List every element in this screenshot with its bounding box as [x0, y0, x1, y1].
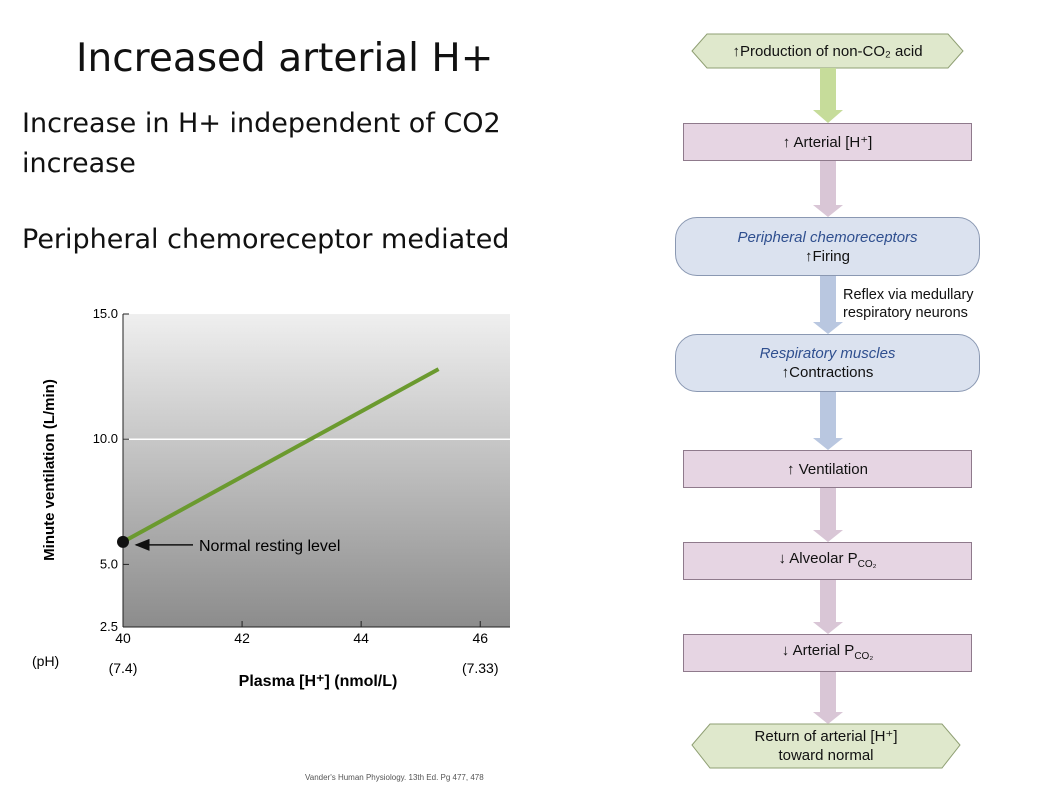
flow-return-normal: Return of arterial [H⁺] toward normal — [692, 724, 960, 768]
flow-arterial-pco2-label: ↓ Arterial PCO₂ — [782, 641, 873, 666]
slide-title: Increased arterial H+ — [76, 36, 494, 81]
arrow-3 — [813, 276, 843, 334]
flow-production-acid-label: ↑Production of non-CO₂ acid — [732, 42, 923, 60]
ph-tick-label: (7.33) — [462, 660, 499, 676]
flow-ventilation-label: ↑ Ventilation — [787, 460, 868, 478]
x-tick-label: 42 — [234, 630, 250, 646]
flow-chemoreceptors-title: Peripheral chemoreceptors — [737, 228, 918, 246]
arrow-5 — [813, 488, 843, 542]
y-tick-label: 2.5 — [100, 619, 118, 634]
flow-arterial-h-label: ↑ Arterial [H⁺] — [782, 133, 873, 151]
flow-alveolar-pco2: ↓ Alveolar PCO₂ — [683, 542, 972, 580]
side-note-reflex: Reflex via medullary respiratory neurons — [843, 286, 974, 322]
y-tick-label: 10.0 — [93, 431, 118, 446]
ph-tick-label: (7.4) — [109, 660, 138, 676]
flow-arterial-h: ↑ Arterial [H⁺] — [683, 123, 972, 161]
flow-chemoreceptors-sub: ↑Firing — [804, 247, 850, 265]
flow-return-line-1: Return of arterial [H⁺] — [754, 728, 898, 745]
arrow-4 — [813, 392, 843, 450]
plot-area — [123, 314, 510, 627]
flowchart-arrows — [691, 33, 964, 769]
flow-arterial-text: ↓ Arterial P — [781, 641, 855, 659]
ventilation-line — [122, 367, 440, 544]
bullet-chemoreceptor-mediated: Peripheral chemoreceptor mediated — [22, 224, 510, 255]
flow-alveolar-pco2-label: ↓ Alveolar PCO₂ — [778, 549, 876, 574]
x-axis-label: Plasma [H⁺] (nmol/L) — [239, 673, 398, 690]
flow-arterial-sub: CO₂ — [854, 650, 874, 662]
arrow-2 — [813, 161, 843, 217]
annotation-label: Normal resting level — [199, 538, 340, 555]
bullet-independent-co2: Increase in H+ independent of CO2 increa… — [22, 108, 501, 179]
flow-muscles-title: Respiratory muscles — [759, 345, 896, 362]
flow-muscles-sub: ↑Contractions — [781, 364, 874, 381]
flow-alveolar-sub: CO₂ — [857, 558, 877, 570]
x-tick-label: 44 — [353, 630, 369, 646]
arrow-7 — [813, 672, 843, 724]
flow-ventilation: ↑ Ventilation — [683, 450, 972, 488]
ph-label: (pH) — [32, 653, 59, 669]
flow-production-acid: ↑Production of non-CO₂ acid — [692, 34, 963, 68]
flow-alveolar-text: ↓ Alveolar P — [778, 549, 858, 567]
arrow-6 — [813, 580, 843, 634]
resting-level-point — [117, 535, 129, 548]
hex-box-return — [691, 723, 961, 769]
flow-arterial-pco2: ↓ Arterial PCO₂ — [683, 634, 972, 672]
flow-return-line-2: toward normal — [778, 747, 874, 764]
flow-respiratory-muscles: Respiratory muscles ↑Contractions — [675, 334, 980, 392]
side-note-line-1: Reflex via medullary — [843, 287, 974, 303]
x-tick-label: 40 — [115, 630, 131, 646]
hex-box-production — [691, 33, 964, 69]
flowchart: ↑Production of non-CO₂ acid ↑ Arterial [… — [670, 0, 1000, 792]
side-note-line-2: respiratory neurons — [843, 305, 968, 321]
ventilation-chart: 2.5 5.0 10.0 15.0 40 42 44 46 (7.4) (7.33) Normal… — [32, 306, 510, 690]
y-axis-label: Minute ventilation (L/min) — [41, 379, 58, 561]
flow-peripheral-chemoreceptors: Peripheral chemoreceptors ↑Firing — [675, 217, 980, 276]
x-tick-label: 46 — [472, 630, 488, 646]
y-tick-label: 15.0 — [93, 306, 118, 321]
y-tick-label: 5.0 — [100, 556, 118, 571]
citation: Vander's Human Physiology. 13th Ed. Pg 4… — [305, 773, 484, 782]
arrow-1 — [813, 68, 843, 123]
